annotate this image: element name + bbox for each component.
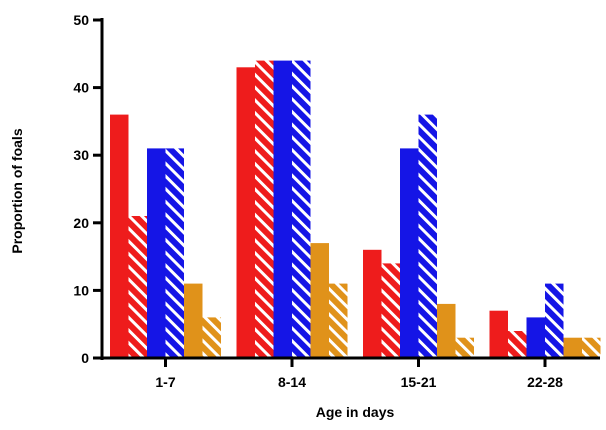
bar-8-14-series-3 xyxy=(273,60,292,358)
y-axis-label: Proportion of foals xyxy=(9,128,25,253)
x-tick-label: 15-21 xyxy=(401,374,437,390)
bars-group xyxy=(110,60,601,359)
bar-8-14-series-6 xyxy=(329,283,348,358)
bar-22-28-series-3 xyxy=(526,317,545,358)
bar-22-28-series-6 xyxy=(582,337,601,358)
y-tick-label: 50 xyxy=(73,12,89,28)
x-tick-label: 8-14 xyxy=(278,374,306,390)
bar-1-7-series-3 xyxy=(147,148,166,358)
bar-15-21-series-5 xyxy=(437,303,456,358)
bar-8-14-series-1 xyxy=(236,67,255,359)
bar-1-7-series-5 xyxy=(184,283,203,358)
bar-8-14-series-4 xyxy=(292,60,311,358)
axes-group: 0 10 20 30 40 50 1-7 8-14 15-21 22-28 xyxy=(73,12,600,390)
y-tick-label: 10 xyxy=(73,282,89,298)
bar-22-28-series-4 xyxy=(545,283,564,358)
bar-15-21-series-4 xyxy=(418,114,437,358)
bar-15-21-series-3 xyxy=(400,148,419,358)
x-axis-label: Age in days xyxy=(316,404,395,420)
bar-1-7-series-1 xyxy=(110,114,129,358)
y-tick-label: 20 xyxy=(73,215,89,231)
bar-22-28-series-2 xyxy=(508,331,527,358)
bar-22-28-series-1 xyxy=(489,310,508,358)
bar-15-21-series-1 xyxy=(363,249,382,358)
y-tick-label: 0 xyxy=(81,350,89,366)
bar-8-14-series-5 xyxy=(310,243,329,358)
bar-15-21-series-6 xyxy=(455,337,474,358)
bar-1-7-series-2 xyxy=(128,216,147,358)
bar-1-7-series-6 xyxy=(202,317,221,358)
y-tick-label: 40 xyxy=(73,80,89,96)
x-tick-label: 22-28 xyxy=(527,374,563,390)
y-tick-label: 30 xyxy=(73,147,89,163)
bar-1-7-series-4 xyxy=(165,148,184,358)
bar-22-28-series-5 xyxy=(563,337,582,358)
x-tick-label: 1-7 xyxy=(155,374,175,390)
bar-8-14-series-2 xyxy=(255,60,274,358)
bar-15-21-series-2 xyxy=(381,263,400,358)
